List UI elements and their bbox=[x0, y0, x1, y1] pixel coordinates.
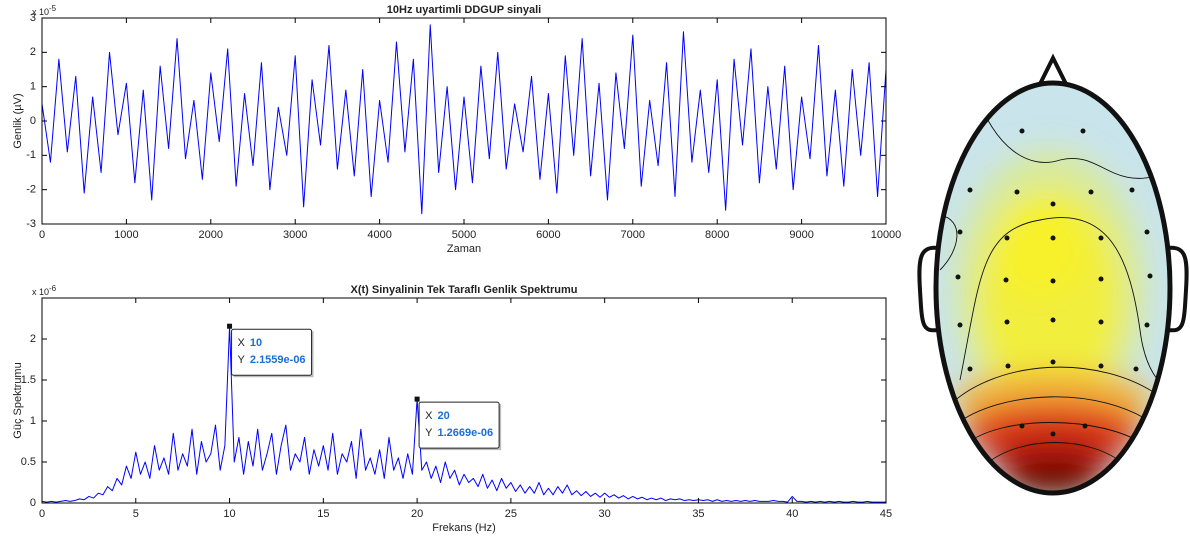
y-tick-label: 0 bbox=[30, 497, 36, 509]
datatip-x: X 20 bbox=[425, 410, 450, 422]
x-tick-label: 35 bbox=[692, 508, 704, 520]
x-tick-label: 15 bbox=[317, 508, 329, 520]
y-tick-label: -3 bbox=[26, 218, 36, 230]
signal-line bbox=[41, 325, 886, 503]
x-tick-label: 45 bbox=[880, 508, 892, 520]
x-tick-label: 6000 bbox=[536, 229, 560, 241]
y-axis-label: Genlik (µV) bbox=[12, 93, 24, 148]
x-tick-label: 25 bbox=[505, 508, 517, 520]
datatip-x-value: 20 bbox=[437, 410, 449, 422]
multiplier-base: x 10 bbox=[32, 287, 49, 297]
datatip-y: Y 1.2669e-06 bbox=[425, 427, 493, 439]
x-tick-label: 3000 bbox=[283, 229, 307, 241]
datatip-y-value: 2.1559e-06 bbox=[250, 354, 306, 366]
y-tick-label: -2 bbox=[26, 184, 36, 196]
head-outline bbox=[933, 80, 1173, 496]
x-tick-label: 40 bbox=[786, 508, 798, 520]
chart-title: 10Hz uyartimli DDGUP sinyali bbox=[387, 4, 541, 16]
datatip-y: Y 2.1559e-06 bbox=[238, 354, 306, 366]
x-axis-label: Zaman bbox=[447, 243, 481, 255]
y-tick-label: 2 bbox=[30, 333, 36, 345]
datatip-y-value: 1.2669e-06 bbox=[437, 427, 493, 439]
datatip-box bbox=[231, 328, 313, 376]
axes-frame bbox=[41, 297, 887, 504]
datatip-marker bbox=[414, 396, 420, 402]
right-ear bbox=[1167, 245, 1189, 333]
y-tick-label: 0 bbox=[30, 115, 36, 127]
left-ear bbox=[917, 245, 939, 333]
x-tick-label: 30 bbox=[599, 508, 611, 520]
y-tick-label: 1.5 bbox=[21, 374, 36, 386]
datatip-x: X 10 bbox=[238, 337, 263, 349]
datatip-x-value: 10 bbox=[250, 337, 262, 349]
datatip-marker bbox=[227, 323, 233, 329]
axes-box bbox=[42, 298, 886, 503]
x-tick-label: 10000 bbox=[871, 229, 902, 241]
datatip-x-prefix: X bbox=[238, 337, 246, 349]
scalp-map bbox=[936, 83, 1170, 493]
x-tick-label: 20 bbox=[411, 508, 423, 520]
y-tick-label: 1 bbox=[30, 415, 36, 427]
y-tick-label: -1 bbox=[26, 149, 36, 161]
y-axis-label: Güç Spektrumu bbox=[12, 362, 24, 438]
multiplier-exponent: -5 bbox=[49, 4, 57, 13]
x-tick-label: 5 bbox=[133, 508, 139, 520]
x-tick-label: 4000 bbox=[367, 229, 391, 241]
multiplier-exponent: -6 bbox=[49, 284, 57, 293]
axes-box bbox=[42, 18, 886, 224]
x-tick-label: 0 bbox=[39, 229, 45, 241]
x-tick-label: 5000 bbox=[452, 229, 476, 241]
x-tick-label: 2000 bbox=[199, 229, 223, 241]
y-tick-label: 1 bbox=[30, 81, 36, 93]
datatip-box bbox=[418, 401, 500, 449]
nose bbox=[1036, 53, 1070, 86]
x-tick-label: 0 bbox=[39, 508, 45, 520]
x-tick-label: 1000 bbox=[114, 229, 138, 241]
y-tick-label: 0.5 bbox=[21, 456, 36, 468]
y-tick-label: 2 bbox=[30, 46, 36, 58]
y-multiplier: x 10-6 bbox=[32, 284, 57, 297]
x-axis-label: Frekans (Hz) bbox=[432, 522, 496, 534]
chart-title: X(t) Sinyalinin Tek Taraflı Genlik Spekt… bbox=[351, 284, 578, 296]
multiplier-base: x 10 bbox=[32, 7, 49, 17]
x-tick-label: 7000 bbox=[621, 229, 645, 241]
y-multiplier: x 10-5 bbox=[32, 4, 57, 17]
x-tick-label: 9000 bbox=[789, 229, 813, 241]
y-tick-label: 3 bbox=[30, 12, 36, 24]
signal-line bbox=[41, 24, 887, 215]
datatip-x-prefix: X bbox=[425, 410, 433, 422]
datatip-y-prefix: Y bbox=[425, 427, 433, 439]
x-tick-label: 10 bbox=[223, 508, 235, 520]
topomap bbox=[917, 53, 1189, 496]
datatip-y-prefix: Y bbox=[238, 354, 246, 366]
x-tick-label: 8000 bbox=[705, 229, 729, 241]
